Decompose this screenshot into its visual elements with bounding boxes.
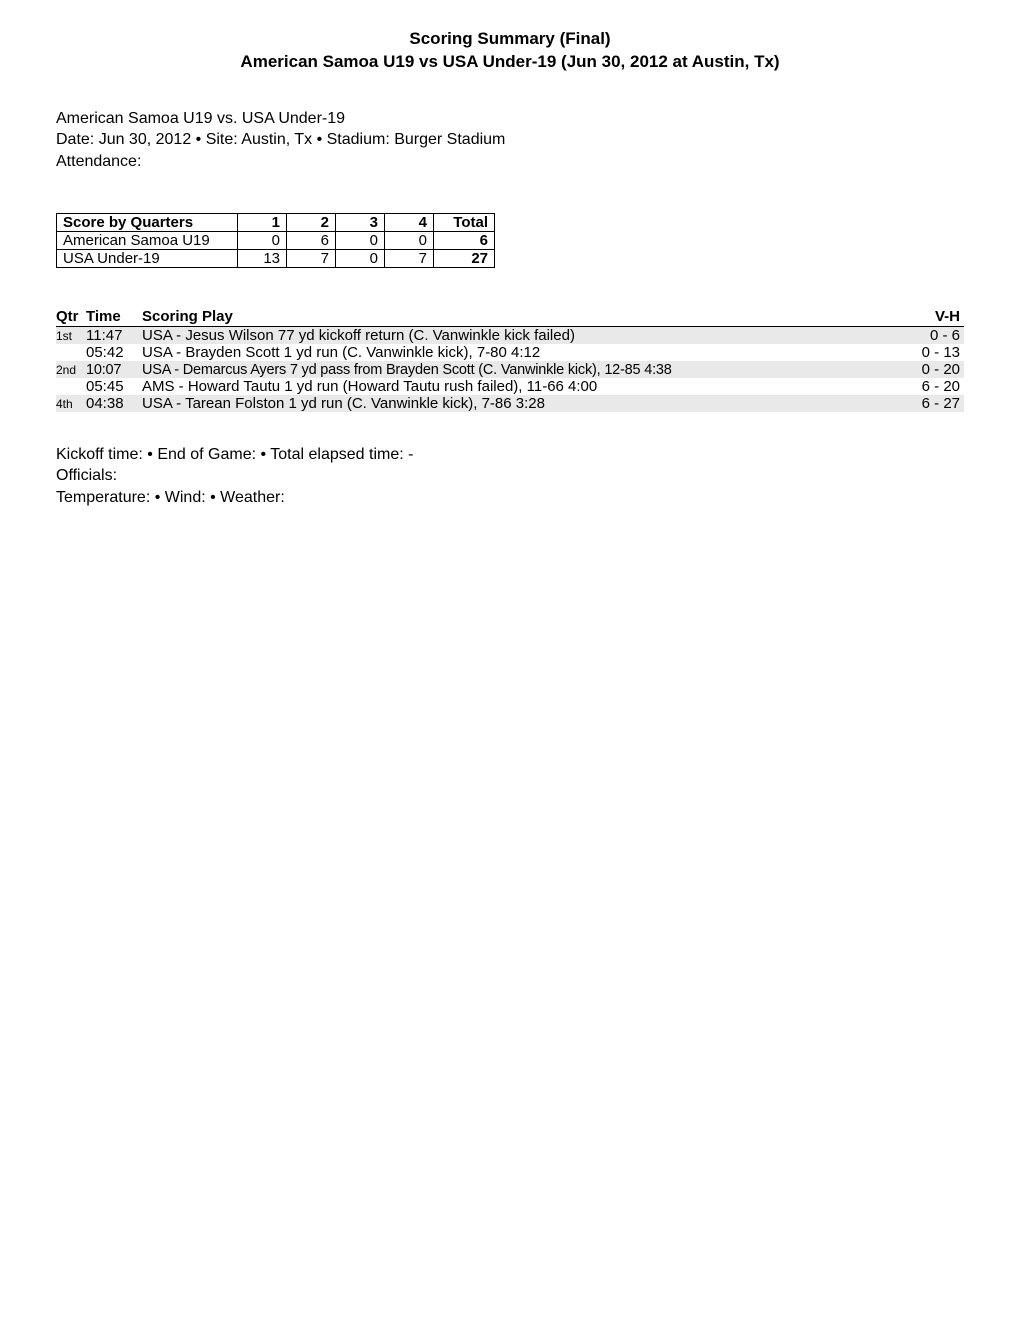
cell-qtr: 4th — [56, 395, 86, 412]
cell-q2: 6 — [287, 231, 336, 249]
cell-play: AMS - Howard Tautu 1 yd run (Howard Taut… — [142, 378, 896, 395]
table-row: 05:45 AMS - Howard Tautu 1 yd run (Howar… — [56, 378, 964, 395]
meta-line-3: Attendance: — [56, 151, 964, 173]
meta-block: American Samoa U19 vs. USA Under-19 Date… — [56, 108, 964, 173]
table-row: USA Under-19 13 7 0 7 27 — [57, 249, 495, 267]
table-header-row: Qtr Time Scoring Play V-H — [56, 308, 964, 327]
cell-time: 04:38 — [86, 395, 142, 412]
col-header-time: Time — [86, 308, 142, 327]
col-header-play: Scoring Play — [142, 308, 896, 327]
footer-line-1: Kickoff time: • End of Game: • Total ela… — [56, 444, 964, 466]
cell-q2: 7 — [287, 249, 336, 267]
footer-line-2: Officials: — [56, 465, 964, 487]
cell-q1: 0 — [238, 231, 287, 249]
title-line-2: American Samoa U19 vs USA Under-19 (Jun … — [56, 51, 964, 74]
cell-team: USA Under-19 — [57, 249, 238, 267]
cell-play: USA - Demarcus Ayers 7 yd pass from Bray… — [142, 361, 896, 378]
col-header-q4: 4 — [385, 213, 434, 231]
cell-qtr: 2nd — [56, 361, 86, 378]
title-block: Scoring Summary (Final) American Samoa U… — [56, 28, 964, 74]
footer-block: Kickoff time: • End of Game: • Total ela… — [56, 444, 964, 509]
cell-qtr: 1st — [56, 326, 86, 344]
col-header-total: Total — [434, 213, 495, 231]
cell-play: USA - Jesus Wilson 77 yd kickoff return … — [142, 326, 896, 344]
score-by-quarters-table: Score by Quarters 1 2 3 4 Total American… — [56, 213, 495, 268]
cell-total: 27 — [434, 249, 495, 267]
cell-q1: 13 — [238, 249, 287, 267]
cell-qtr — [56, 344, 86, 361]
meta-line-2: Date: Jun 30, 2012 • Site: Austin, Tx • … — [56, 129, 964, 151]
cell-q3: 0 — [336, 231, 385, 249]
cell-total: 6 — [434, 231, 495, 249]
col-header-q2: 2 — [287, 213, 336, 231]
scoring-plays-table: Qtr Time Scoring Play V-H 1st 11:47 USA … — [56, 308, 964, 412]
cell-time: 05:45 — [86, 378, 142, 395]
cell-team: American Samoa U19 — [57, 231, 238, 249]
cell-score: 0 - 20 — [896, 361, 964, 378]
cell-q4: 0 — [385, 231, 434, 249]
col-header-q1: 1 — [238, 213, 287, 231]
col-header-qtr: Qtr — [56, 308, 86, 327]
table-row: 05:42 USA - Brayden Scott 1 yd run (C. V… — [56, 344, 964, 361]
col-header-vh: V-H — [896, 308, 964, 327]
table-row: American Samoa U19 0 6 0 0 6 — [57, 231, 495, 249]
cell-play: USA - Brayden Scott 1 yd run (C. Vanwink… — [142, 344, 896, 361]
cell-play: USA - Tarean Folston 1 yd run (C. Vanwin… — [142, 395, 896, 412]
cell-score: 6 - 27 — [896, 395, 964, 412]
col-header-team: Score by Quarters — [57, 213, 238, 231]
table-row: 2nd 10:07 USA - Demarcus Ayers 7 yd pass… — [56, 361, 964, 378]
cell-time: 10:07 — [86, 361, 142, 378]
cell-score: 0 - 6 — [896, 326, 964, 344]
cell-q3: 0 — [336, 249, 385, 267]
meta-matchup: American Samoa U19 vs. USA Under-19 — [56, 108, 964, 130]
table-row: 4th 04:38 USA - Tarean Folston 1 yd run … — [56, 395, 964, 412]
cell-score: 0 - 13 — [896, 344, 964, 361]
cell-q4: 7 — [385, 249, 434, 267]
title-line-1: Scoring Summary (Final) — [56, 28, 964, 51]
table-header-row: Score by Quarters 1 2 3 4 Total — [57, 213, 495, 231]
footer-line-3: Temperature: • Wind: • Weather: — [56, 487, 964, 509]
cell-time: 11:47 — [86, 326, 142, 344]
cell-time: 05:42 — [86, 344, 142, 361]
cell-qtr — [56, 378, 86, 395]
col-header-q3: 3 — [336, 213, 385, 231]
table-row: 1st 11:47 USA - Jesus Wilson 77 yd kicko… — [56, 326, 964, 344]
cell-score: 6 - 20 — [896, 378, 964, 395]
